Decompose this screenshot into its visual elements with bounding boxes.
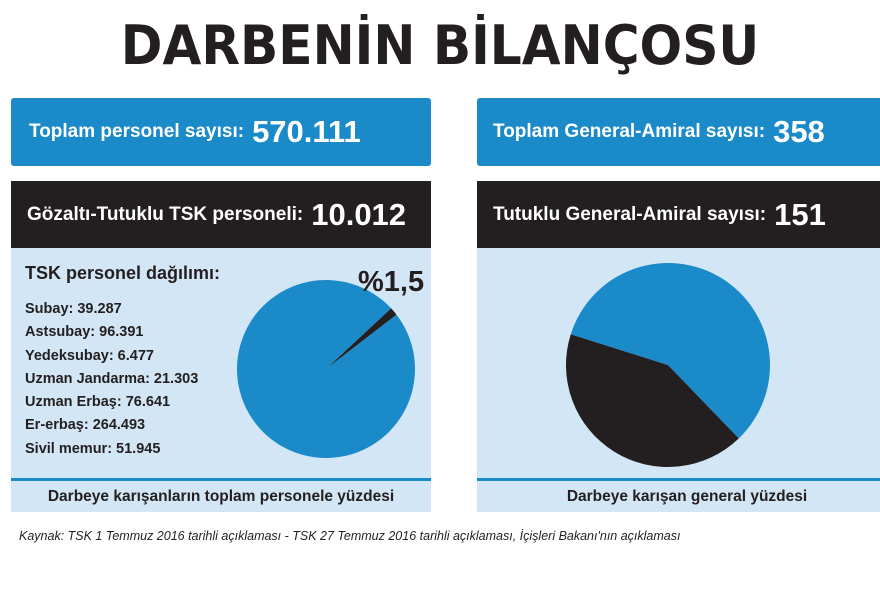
distribution-item: Subay: 39.287 [25, 301, 122, 317]
general-pie-group [566, 263, 770, 468]
detained-personnel-value: 10.012 [311, 196, 407, 232]
total-general-label: Toplam General-Amiral sayısı: [493, 121, 766, 142]
personnel-pie-slice-0 [326, 308, 397, 369]
general-pie-slice-1 [570, 263, 770, 439]
detained-personnel-bar: Gözaltı-Tutuklu TSK personeli: 10.012 [11, 181, 431, 248]
distribution-item: Uzman Erbaş: 76.641 [25, 394, 171, 411]
general-pie-percent-label: %42,1 [597, 398, 680, 430]
total-personnel-label: Toplam personel sayısı: [29, 121, 245, 142]
total-personnel-value: 570.111 [252, 114, 361, 149]
source-note: Kaynak: TSK 1 Temmuz 2016 tarihli açıkla… [19, 529, 681, 543]
page-title: DARBENİN BİLANÇOSU [120, 14, 760, 77]
distribution-list: Subay: 39.287 Astsubay: 96.391 Yedeksuba… [25, 298, 198, 461]
general-pie-slice-0 [566, 334, 739, 468]
total-personnel-bar: Toplam personel sayısı: 570.111 [11, 98, 431, 166]
detained-general-value: 151 [774, 196, 826, 232]
personnel-pie-percent-label: %1,5 [358, 266, 425, 298]
distribution-item: Astsubay: 96.391 [25, 324, 144, 341]
personnel-pie-group [237, 280, 415, 458]
distribution-item: Yedeksubay: 6.477 [25, 347, 154, 364]
general-pie-caption: Darbeye karışan general yüzdesi [477, 478, 880, 512]
personnel-distribution-box: TSK personel dağılımı: Subay: 39.287 Ast… [11, 248, 431, 478]
detained-personnel-label: Gözaltı-Tutuklu TSK personeli: [27, 203, 304, 225]
general-pie-chart [566, 263, 770, 468]
distribution-item: Uzman Jandarma: 21.303 [25, 370, 199, 387]
detained-general-bar: Tutuklu General-Amiral sayısı: 151 [477, 181, 880, 248]
distribution-title: TSK personel dağılımı: [25, 263, 221, 283]
detained-general-label: Tutuklu General-Amiral sayısı: [493, 203, 767, 225]
total-general-value: 358 [773, 114, 825, 149]
general-pie-box: %42,1 [477, 248, 880, 478]
personnel-pie-slice-1 [237, 280, 415, 458]
personnel-pie-caption: Darbeye karışanların toplam personele yü… [11, 478, 431, 512]
distribution-item: Sivil memur: 51.945 [25, 440, 161, 457]
personnel-pie-chart [237, 280, 415, 458]
distribution-item: Er-erbaş: 264.493 [25, 417, 146, 434]
total-general-bar: Toplam General-Amiral sayısı: 358 [477, 98, 880, 166]
